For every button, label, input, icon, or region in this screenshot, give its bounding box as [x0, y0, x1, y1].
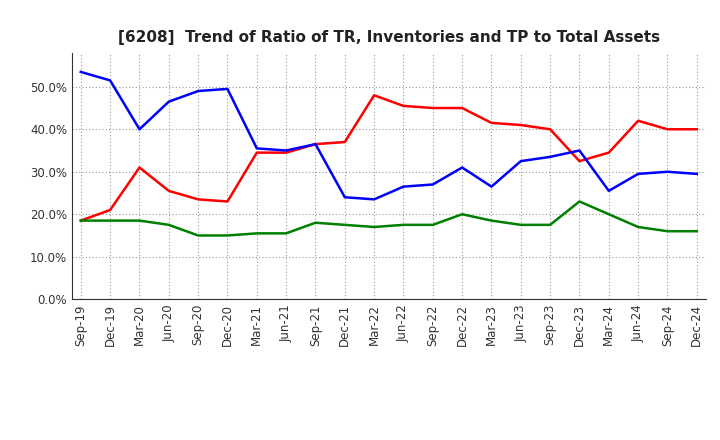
- Trade Payables: [311, 220, 320, 225]
- Inventories: [223, 86, 232, 92]
- Inventories: [458, 165, 467, 170]
- Trade Receivables: [634, 118, 642, 123]
- Line: Trade Receivables: Trade Receivables: [81, 95, 697, 220]
- Trade Receivables: [106, 207, 114, 213]
- Title: [6208]  Trend of Ratio of TR, Inventories and TP to Total Assets: [6208] Trend of Ratio of TR, Inventories…: [118, 29, 660, 45]
- Trade Payables: [135, 218, 144, 223]
- Trade Payables: [282, 231, 290, 236]
- Trade Payables: [341, 222, 349, 227]
- Trade Receivables: [428, 106, 437, 111]
- Inventories: [605, 188, 613, 194]
- Inventories: [399, 184, 408, 189]
- Inventories: [428, 182, 437, 187]
- Inventories: [575, 148, 584, 153]
- Inventories: [634, 171, 642, 176]
- Trade Receivables: [487, 120, 496, 125]
- Inventories: [546, 154, 554, 160]
- Trade Receivables: [575, 158, 584, 164]
- Trade Receivables: [341, 139, 349, 145]
- Trade Payables: [223, 233, 232, 238]
- Trade Payables: [487, 218, 496, 223]
- Trade Receivables: [605, 150, 613, 155]
- Inventories: [341, 194, 349, 200]
- Inventories: [516, 158, 525, 164]
- Trade Payables: [546, 222, 554, 227]
- Inventories: [663, 169, 672, 174]
- Trade Receivables: [223, 199, 232, 204]
- Trade Receivables: [164, 188, 173, 194]
- Trade Payables: [458, 212, 467, 217]
- Trade Payables: [164, 222, 173, 227]
- Trade Receivables: [370, 93, 379, 98]
- Inventories: [311, 142, 320, 147]
- Inventories: [106, 78, 114, 83]
- Trade Payables: [253, 231, 261, 236]
- Trade Payables: [370, 224, 379, 230]
- Trade Receivables: [546, 127, 554, 132]
- Inventories: [487, 184, 496, 189]
- Trade Receivables: [76, 218, 85, 223]
- Trade Receivables: [693, 127, 701, 132]
- Inventories: [253, 146, 261, 151]
- Trade Payables: [106, 218, 114, 223]
- Trade Receivables: [282, 150, 290, 155]
- Trade Receivables: [194, 197, 202, 202]
- Trade Payables: [428, 222, 437, 227]
- Inventories: [194, 88, 202, 94]
- Inventories: [135, 127, 144, 132]
- Trade Receivables: [663, 127, 672, 132]
- Trade Payables: [663, 229, 672, 234]
- Trade Payables: [634, 224, 642, 230]
- Inventories: [693, 171, 701, 176]
- Trade Receivables: [516, 122, 525, 128]
- Inventories: [370, 197, 379, 202]
- Inventories: [164, 99, 173, 104]
- Line: Trade Payables: Trade Payables: [81, 202, 697, 235]
- Trade Receivables: [135, 165, 144, 170]
- Trade Payables: [399, 222, 408, 227]
- Trade Payables: [516, 222, 525, 227]
- Trade Payables: [575, 199, 584, 204]
- Trade Receivables: [458, 106, 467, 111]
- Trade Payables: [693, 229, 701, 234]
- Inventories: [282, 148, 290, 153]
- Trade Payables: [76, 218, 85, 223]
- Trade Receivables: [399, 103, 408, 109]
- Trade Receivables: [253, 150, 261, 155]
- Trade Payables: [194, 233, 202, 238]
- Trade Payables: [605, 212, 613, 217]
- Trade Receivables: [311, 142, 320, 147]
- Line: Inventories: Inventories: [81, 72, 697, 199]
- Inventories: [76, 69, 85, 74]
